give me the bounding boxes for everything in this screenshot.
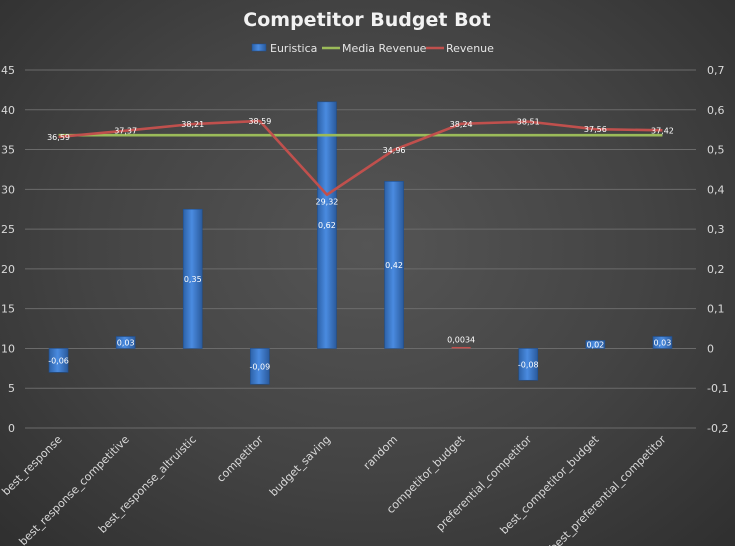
- left-tick-label: 45: [1, 64, 15, 77]
- left-y-axis: 0 5 10 15 20 25 30 35 40 45: [1, 64, 15, 435]
- legend: Euristica Media Revenue Revenue: [251, 42, 494, 55]
- revenue-data-label: 36,59: [47, 133, 70, 142]
- euristica-data-label: -0,09: [249, 362, 270, 371]
- euristica-data-label: 0,35: [184, 275, 202, 284]
- revenue-data-label: 38,21: [181, 120, 204, 129]
- x-category-label: competitor: [214, 433, 266, 485]
- right-tick-label: 0,3: [707, 223, 725, 236]
- revenue-line: [58, 119, 663, 197]
- euristica-data-label: 0,03: [654, 338, 672, 347]
- left-tick-label: 20: [1, 263, 15, 276]
- left-tick-label: 35: [1, 144, 15, 157]
- euristica-data-label: 0,03: [117, 338, 135, 347]
- euristica-bar: [518, 348, 539, 381]
- revenue-data-label: 38,51: [517, 118, 540, 127]
- right-tick-label: -0,1: [707, 382, 728, 395]
- x-category-label: best_preferential_competitor: [547, 433, 669, 546]
- euristica-data-label: 0,02: [586, 340, 604, 349]
- euristica-data-label: 0,42: [385, 261, 403, 270]
- left-tick-label: 10: [1, 342, 15, 355]
- legend-swatch-euristica: [251, 43, 267, 52]
- euristica-bar: [384, 181, 404, 349]
- revenue-data-label: 34,96: [383, 146, 406, 155]
- right-tick-label: 0,1: [707, 303, 725, 316]
- left-tick-label: 25: [1, 223, 15, 236]
- gridlines: [25, 69, 696, 429]
- left-tick-label: 40: [1, 104, 15, 117]
- right-tick-label: 0,2: [707, 263, 725, 276]
- line-series: [58, 119, 663, 197]
- euristica-bar: [48, 348, 69, 373]
- euristica-data-label: -0,06: [48, 356, 69, 365]
- chart-title: Competitor Budget Bot: [243, 9, 490, 31]
- euristica-bar: [585, 340, 606, 349]
- euristica-bar: [317, 101, 337, 349]
- right-tick-label: 0: [707, 342, 714, 355]
- x-category-label: best_response: [0, 433, 65, 498]
- x-category-label: budget_saving: [267, 433, 333, 499]
- revenue-data-label: 37,56: [584, 125, 607, 134]
- revenue-data-label: 37,42: [651, 126, 674, 135]
- euristica-data-label: -0,08: [518, 360, 539, 369]
- euristica-bar: [115, 336, 136, 349]
- x-category-label: random: [361, 433, 400, 472]
- euristica-bar: [451, 346, 471, 349]
- right-tick-label: 0,5: [707, 144, 725, 157]
- euristica-bar: [652, 336, 673, 349]
- right-tick-label: 0,4: [707, 183, 725, 196]
- revenue-data-label: 37,37: [114, 127, 137, 136]
- revenue-data-label: 38,59: [248, 117, 271, 126]
- left-tick-label: 5: [8, 382, 15, 395]
- revenue-data-labels: 36,59 37,37 38,21 38,59 29,32 34,96 38,24 38,51…: [47, 117, 674, 207]
- revenue-data-label: 38,24: [450, 120, 473, 129]
- left-tick-label: 30: [1, 183, 15, 196]
- left-tick-label: 15: [1, 303, 15, 316]
- right-tick-label: -0,2: [707, 422, 728, 435]
- x-category-label: best_response_competitive: [17, 433, 132, 546]
- euristica-data-label: 0,62: [318, 221, 336, 230]
- legend-entry: Revenue: [446, 42, 494, 55]
- left-tick-label: 0: [8, 422, 15, 435]
- euristica-data-labels: -0,06 0,03 0,35 -0,09 0,62 0,42 0,0034 -0,08 0,0…: [48, 221, 671, 371]
- euristica-bars: [48, 101, 673, 385]
- revenue-data-label: 29,32: [315, 198, 338, 207]
- right-tick-label: 0,6: [707, 104, 725, 117]
- euristica-data-label: 0,0034: [447, 335, 475, 344]
- right-y-axis: -0,2 -0,1 0 0,1 0,2 0,3 0,4 0,5 0,6 0,7: [707, 64, 728, 435]
- euristica-bar: [250, 348, 270, 385]
- legend-entry: Media Revenue: [342, 42, 427, 55]
- right-tick-label: 0,7: [707, 64, 725, 77]
- legend-entry: Euristica: [270, 42, 317, 55]
- euristica-bar: [182, 208, 203, 349]
